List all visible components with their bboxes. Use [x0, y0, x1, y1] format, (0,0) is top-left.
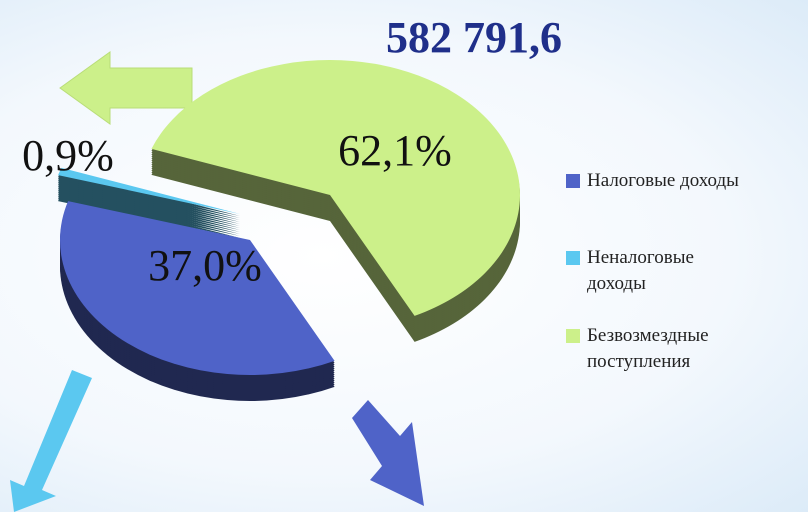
- legend-label: Налоговые доходы: [587, 170, 739, 191]
- legend-swatch: [566, 174, 580, 188]
- legend-item: Налоговые доходы: [566, 168, 806, 194]
- legend-item: Безвозмездные поступления: [566, 323, 746, 375]
- data-label: 62,1%: [338, 126, 452, 175]
- data-label: 0,9%: [22, 131, 114, 180]
- legend-swatch: [566, 329, 580, 343]
- pie-slice: [59, 201, 335, 375]
- legend-swatch: [566, 251, 580, 265]
- pie-slice: [58, 167, 241, 214]
- arrow-down-left: [10, 370, 92, 512]
- arrow-down-right: [352, 400, 424, 506]
- pie-slice: [151, 60, 520, 316]
- pie: [58, 60, 520, 402]
- decor-arrows: [10, 51, 424, 512]
- legend-label: Неналоговые доходы: [587, 247, 694, 294]
- data-label: 37,0%: [148, 241, 262, 290]
- legend-item: Неналоговые доходы: [566, 245, 746, 297]
- chart-title: 582 791,6: [386, 13, 562, 62]
- legend-label: Безвозмездные поступления: [587, 325, 709, 372]
- arrow-left: [59, 51, 193, 125]
